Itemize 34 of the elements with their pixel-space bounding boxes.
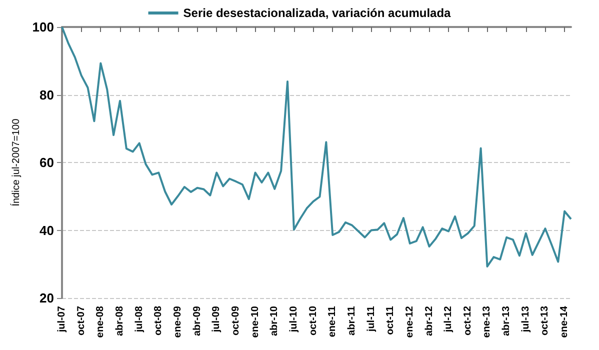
- x-tick-label: jul-13: [520, 306, 532, 334]
- x-tick-label: abr-08: [114, 306, 126, 336]
- x-tick-label: abr-11: [346, 306, 358, 336]
- x-tick-label: oct-07: [76, 306, 87, 336]
- x-tick-label: jul-12: [443, 306, 454, 334]
- x-tick-label: jul-10: [288, 306, 300, 334]
- x-tick-label: oct-13: [540, 306, 551, 336]
- x-tick-label: oct-11: [385, 306, 396, 335]
- x-tick-label: ene-09: [172, 306, 184, 338]
- y-tick-label: 40: [40, 222, 54, 238]
- x-tick-label: ene-14: [559, 306, 570, 338]
- x-tick-label: jul-08: [134, 306, 145, 334]
- x-tick-label: oct-09: [230, 306, 242, 336]
- x-tick-label: abr-09: [192, 306, 203, 336]
- legend-label: Serie desestacionalizada, variación acumulada: [183, 6, 452, 20]
- x-tick-label: ene-13: [482, 306, 493, 338]
- x-tick-label: jul-09: [211, 306, 222, 334]
- x-tick-label: ene-12: [404, 306, 416, 338]
- y-tick-label: 80: [40, 87, 54, 102]
- x-tick-label: jul-07: [56, 306, 68, 334]
- x-tick-label: ene-11: [327, 306, 338, 338]
- y-tick-label: 60: [40, 155, 54, 170]
- x-tick-label: jul-11: [366, 306, 377, 333]
- x-tick-label: ene-08: [95, 306, 106, 338]
- x-tick-label: abr-10: [269, 306, 280, 336]
- x-tick-label: ene-10: [250, 306, 261, 338]
- x-tick-label: abr-12: [424, 306, 435, 336]
- x-tick-label: oct-08: [153, 306, 164, 336]
- x-tick-label: oct-10: [308, 306, 319, 336]
- x-tick-label: oct-12: [462, 306, 474, 336]
- y-axis-title: Índice jul-2007=100: [10, 118, 22, 206]
- x-tick-label: abr-13: [501, 306, 512, 336]
- y-tick-label: 20: [40, 290, 54, 306]
- y-tick-label: 100: [32, 20, 54, 34]
